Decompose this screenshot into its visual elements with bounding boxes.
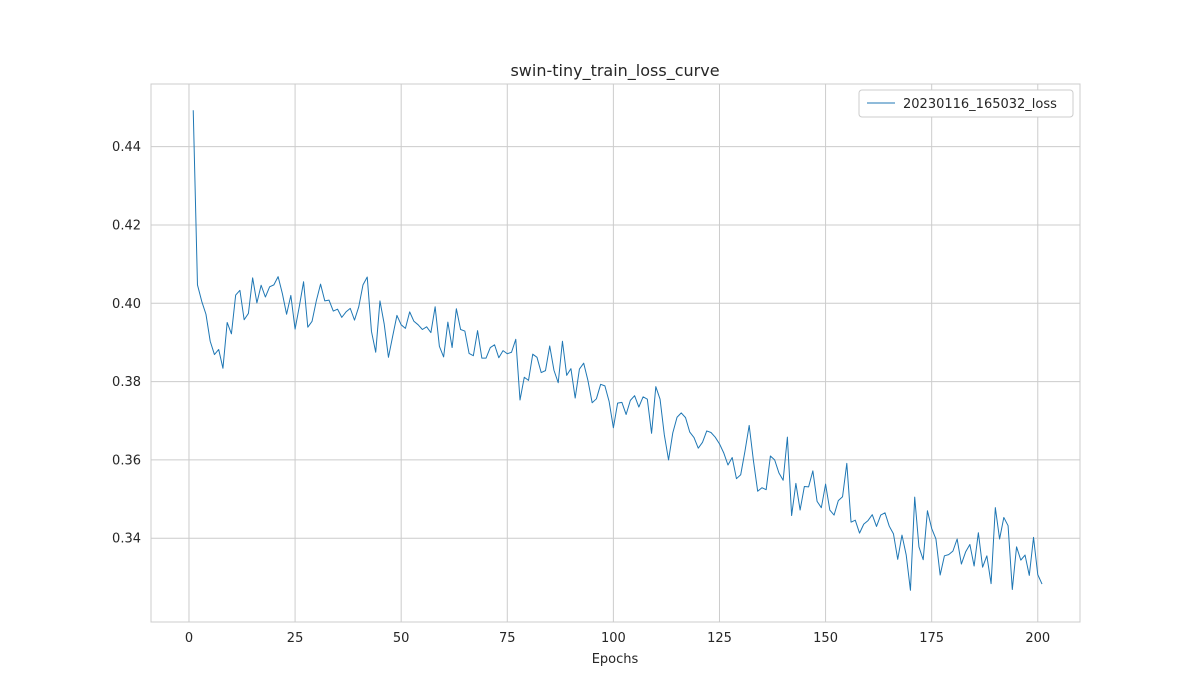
x-tick-label: 100 xyxy=(601,631,626,646)
x-axis-ticks: 0 25 50 75 100 125 150 175 200 xyxy=(185,631,1050,646)
x-tick-label: 125 xyxy=(707,631,732,646)
y-tick-label: 0.40 xyxy=(112,297,141,312)
plot-frame xyxy=(150,83,1081,623)
legend-label: 20230116_165032_loss xyxy=(903,97,1057,112)
y-tick-label: 0.44 xyxy=(112,140,141,155)
y-tick-label: 0.38 xyxy=(112,375,141,390)
series-line xyxy=(192,110,1043,591)
series-layer xyxy=(192,110,1043,591)
y-axis-ticks: 0.34 0.36 0.38 0.40 0.42 0.44 xyxy=(112,140,141,547)
y-tick-label: 0.36 xyxy=(112,453,141,468)
x-axis-label: Epochs xyxy=(592,652,639,667)
y-tick-label: 0.42 xyxy=(112,218,141,233)
legend-box xyxy=(858,89,1074,118)
x-tick-label: 75 xyxy=(499,631,516,646)
x-tick-label: 200 xyxy=(1025,631,1050,646)
y-tick-label: 0.34 xyxy=(112,532,141,547)
x-tick-label: 175 xyxy=(919,631,944,646)
legend: 20230116_165032_loss xyxy=(858,89,1074,118)
x-tick-label: 150 xyxy=(813,631,838,646)
x-tick-label: 50 xyxy=(393,631,410,646)
chart-title: swin-tiny_train_loss_curve xyxy=(510,61,719,81)
x-tick-label: 0 xyxy=(185,631,193,646)
x-tick-label: 25 xyxy=(287,631,304,646)
